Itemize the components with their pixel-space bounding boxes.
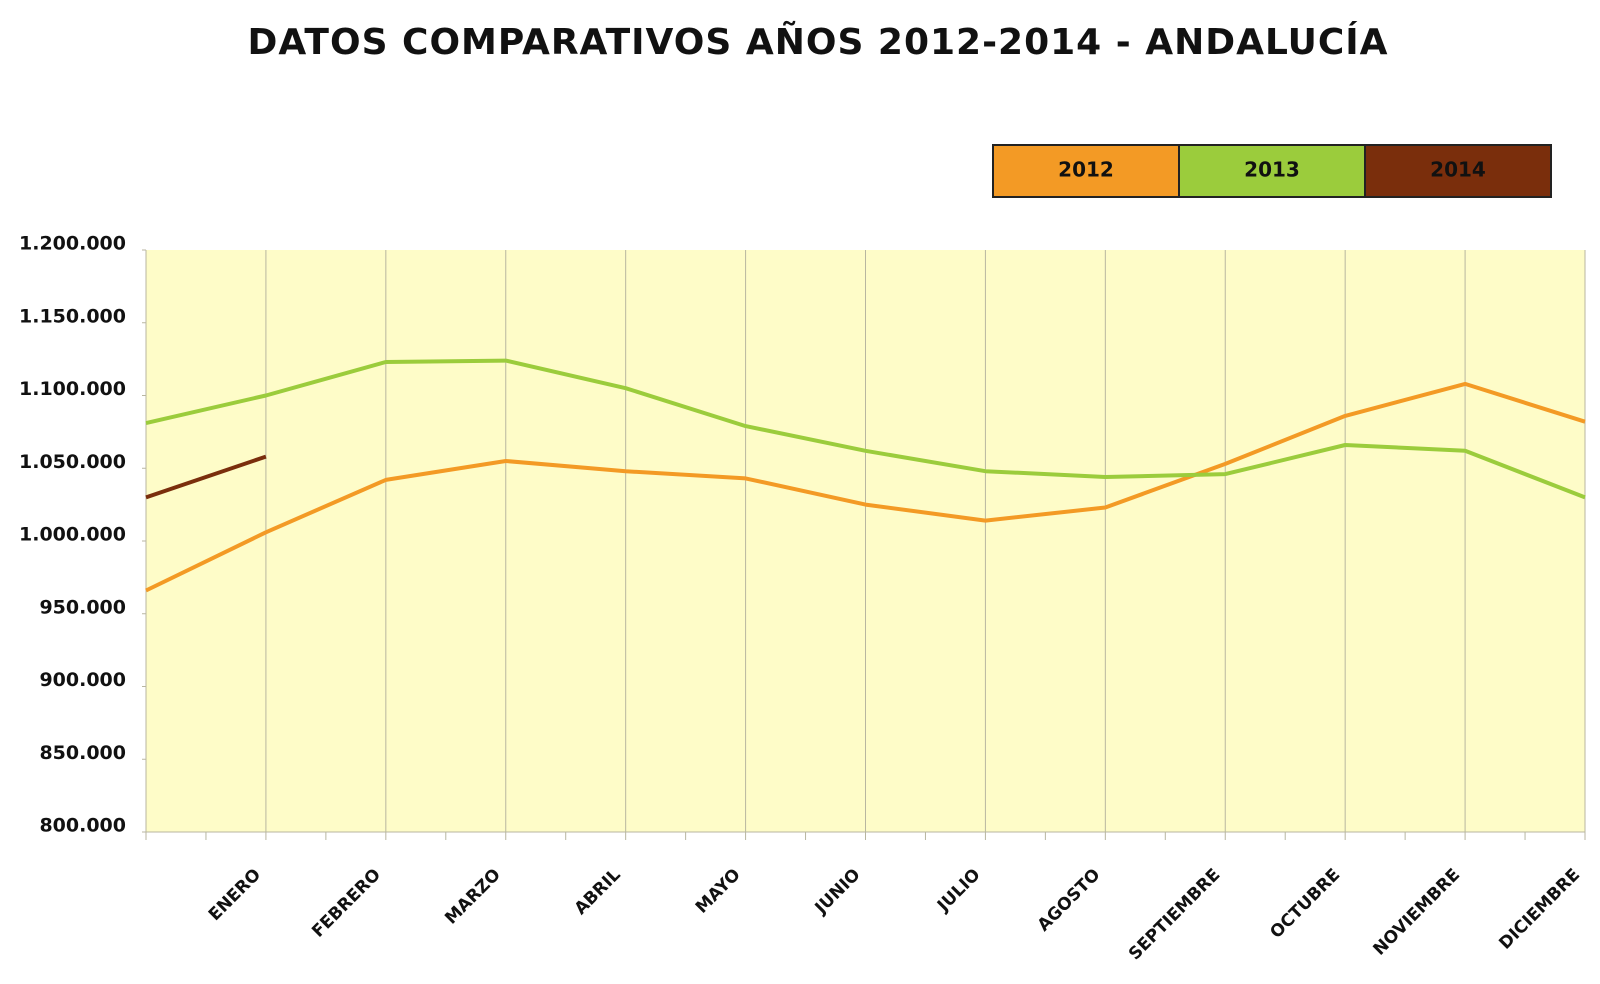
x-tick-label: JUNIO xyxy=(811,865,865,919)
y-tick-label: 1.150.000 xyxy=(19,305,126,327)
x-tick-label: ABRIL xyxy=(571,865,625,919)
y-tick-label: 1.100.000 xyxy=(19,378,126,400)
legend-swatch xyxy=(1178,144,1366,198)
y-tick-label: 1.050.000 xyxy=(19,451,126,473)
x-tick-label: DICIEMBRE xyxy=(1495,865,1584,954)
x-tick-label: OCTUBRE xyxy=(1266,865,1344,943)
y-tick-label: 950.000 xyxy=(39,596,126,618)
y-tick-label: 850.000 xyxy=(39,742,126,764)
series-line xyxy=(145,381,1586,593)
series-line xyxy=(145,454,267,500)
x-tick-label: MAYO xyxy=(692,865,745,918)
chart-title: DATOS COMPARATIVOS AÑOS 2012-2014 - ANDA… xyxy=(247,21,1388,63)
series-line xyxy=(145,358,1586,500)
x-tick-label: AGOSTO xyxy=(1034,865,1105,936)
legend-swatch xyxy=(1364,144,1552,198)
legend-swatch xyxy=(992,144,1180,198)
legend-label: 2014 xyxy=(1430,158,1486,182)
y-tick-label: 1.200.000 xyxy=(19,233,126,255)
x-tick-label: MARZO xyxy=(441,865,505,929)
y-tick-label: 900.000 xyxy=(39,669,126,691)
x-tick-label: JULIO xyxy=(933,865,984,916)
y-tick-label: 800.000 xyxy=(39,815,126,837)
x-tick-label: SEPTIEMBRE xyxy=(1125,865,1224,964)
x-tick-label: FEBRERO xyxy=(308,865,385,942)
legend-label: 2013 xyxy=(1244,158,1300,182)
x-tick-label: NOVIEMBRE xyxy=(1369,865,1464,960)
x-tick-label: ENERO xyxy=(205,865,265,925)
y-tick-label: 1.000.000 xyxy=(19,524,126,546)
legend-label: 2012 xyxy=(1058,158,1114,182)
